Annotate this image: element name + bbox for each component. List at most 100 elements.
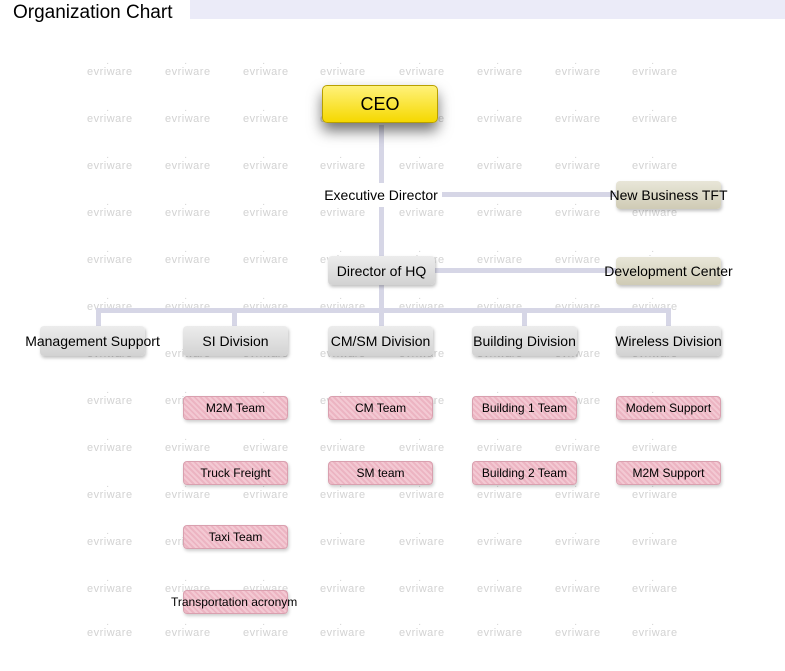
watermark-text: evriware	[87, 246, 133, 266]
watermark-text: evriware	[165, 152, 211, 172]
title-strip	[190, 0, 785, 19]
watermark-text: evriware	[243, 481, 289, 501]
division-label: Building Division	[473, 333, 576, 349]
watermark-text: evriware	[165, 58, 211, 78]
watermark-text: evriware	[632, 619, 678, 639]
division-label: SI Division	[202, 333, 269, 349]
watermark-text: evriware	[165, 105, 211, 125]
watermark-text: evriware	[555, 246, 601, 266]
node-director-hq[interactable]: Director of HQ	[328, 256, 435, 285]
watermark-text: evriware	[555, 481, 601, 501]
node-new-business-tft[interactable]: New Business TFT	[610, 181, 728, 209]
node-division-si[interactable]: SI Division	[183, 326, 288, 356]
node-new-business-tft-label: New Business TFT	[609, 187, 728, 203]
watermark-text: evriware	[555, 528, 601, 548]
watermark-text: evriware	[632, 58, 678, 78]
watermark-text: evriware	[320, 619, 366, 639]
watermark-text: evriware	[477, 481, 523, 501]
watermark-text: evriware	[555, 434, 601, 454]
watermark-text: evriware	[243, 152, 289, 172]
watermark-text: evriware	[320, 199, 366, 219]
node-division-building[interactable]: Building Division	[472, 326, 577, 356]
connector-ceo-trunk	[379, 125, 384, 312]
node-ceo[interactable]: CEO	[322, 85, 438, 123]
team-label: Modem Support	[625, 401, 712, 415]
watermark-text: evriware	[477, 575, 523, 595]
watermark-text: evriware	[477, 528, 523, 548]
watermark-text: evriware	[399, 152, 445, 172]
team-label: Truck Freight	[200, 466, 271, 480]
watermark-text: evriware	[477, 58, 523, 78]
watermark-text: evriware	[243, 246, 289, 266]
watermark-text: evriware	[399, 528, 445, 548]
connector-div-1	[96, 308, 101, 328]
node-team-modem-support[interactable]: Modem Support	[616, 396, 721, 420]
watermark-text: evriware	[320, 152, 366, 172]
connector-div-2	[232, 308, 237, 328]
watermark-text: evriware	[632, 105, 678, 125]
watermark-text: evriware	[555, 619, 601, 639]
team-label: Taxi Team	[208, 530, 263, 544]
watermark-text: evriware	[87, 387, 133, 407]
watermark-text: evriware	[243, 434, 289, 454]
node-team-building-2[interactable]: Building 2 Team	[472, 461, 577, 485]
node-team-m2m[interactable]: M2M Team	[183, 396, 288, 420]
watermark-text: evriware	[243, 105, 289, 125]
watermark-text: evriware	[87, 152, 133, 172]
node-executive-director[interactable]: Executive Director	[320, 183, 442, 207]
connector-div-3	[379, 308, 384, 328]
watermark-text: evriware	[399, 58, 445, 78]
watermark-text: evriware	[320, 58, 366, 78]
node-division-cmsm[interactable]: CM/SM Division	[328, 326, 433, 356]
watermark-text: evriware	[555, 58, 601, 78]
watermark-text: evriware	[243, 619, 289, 639]
watermark-text: evriware	[632, 481, 678, 501]
connector-div-4	[522, 308, 527, 328]
node-team-transportation[interactable]	[183, 590, 288, 614]
watermark-text: evriware	[399, 619, 445, 639]
watermark-text: evriware	[165, 434, 211, 454]
watermark-text: evriware	[399, 481, 445, 501]
connector-development	[381, 268, 671, 273]
division-label: CM/SM Division	[330, 333, 431, 349]
watermark-text: evriware	[632, 575, 678, 595]
watermark-text: evriware	[243, 199, 289, 219]
division-label: Management Support	[25, 333, 160, 349]
watermark-text: evriware	[399, 575, 445, 595]
watermark-text: evriware	[477, 246, 523, 266]
node-team-taxi[interactable]: Taxi Team	[183, 525, 288, 549]
node-division-wireless[interactable]: Wireless Division	[615, 326, 722, 356]
page-title: Organization Chart	[13, 2, 181, 24]
watermark-text: evriware	[320, 575, 366, 595]
watermark-text: evriware	[87, 58, 133, 78]
watermark-text: evriware	[320, 434, 366, 454]
node-team-building-1[interactable]: Building 1 Team	[472, 396, 577, 420]
node-team-sm[interactable]: SM team	[328, 461, 433, 485]
node-development-center[interactable]: Development Center	[604, 257, 733, 285]
watermark-text: evriware	[87, 105, 133, 125]
watermark-text: evriware	[555, 199, 601, 219]
watermark-text: evriware	[320, 528, 366, 548]
watermark-text: evriware	[320, 481, 366, 501]
node-executive-director-label: Executive Director	[324, 187, 438, 203]
team-label: CM Team	[354, 401, 407, 415]
node-team-m2m-support[interactable]: M2M Support	[616, 461, 721, 485]
team-label-transportation: Transportation acronym	[171, 595, 298, 609]
watermark-text: evriware	[165, 246, 211, 266]
watermark-text: evriware	[477, 105, 523, 125]
watermark-text: evriware	[87, 528, 133, 548]
connector-div-5	[666, 308, 671, 328]
node-development-center-label: Development Center	[604, 263, 733, 279]
node-division-management-support[interactable]: Management Support	[25, 326, 160, 356]
watermark-text: evriware	[399, 199, 445, 219]
watermark-text: evriware	[87, 575, 133, 595]
node-team-cm[interactable]: CM Team	[328, 396, 433, 420]
watermark-text: evriware	[555, 575, 601, 595]
node-team-truck-freight[interactable]: Truck Freight	[183, 461, 288, 485]
team-label: Building 1 Team	[481, 401, 568, 415]
watermark-text: evriware	[477, 434, 523, 454]
team-label: Building 2 Team	[481, 466, 568, 480]
watermark-text: evriware	[165, 481, 211, 501]
watermark-text: evriware	[632, 152, 678, 172]
watermark-text: evriware	[87, 481, 133, 501]
